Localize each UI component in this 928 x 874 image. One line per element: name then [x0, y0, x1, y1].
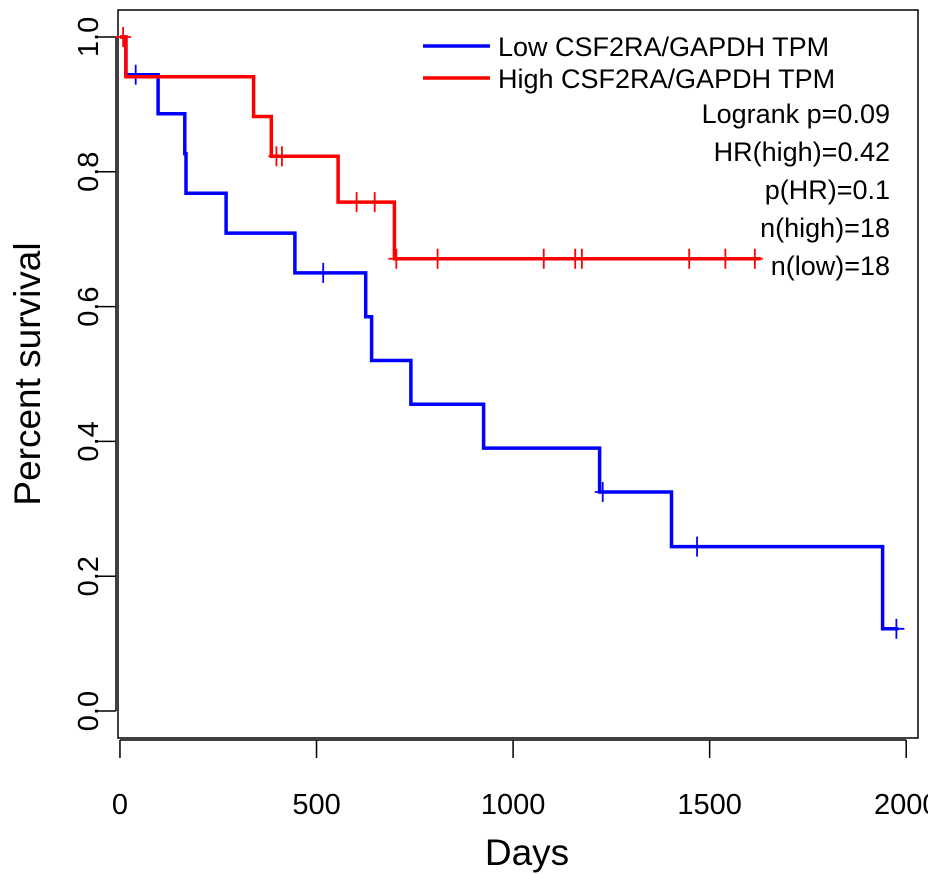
censor-mark [717, 248, 734, 269]
stat-annotation: p(HR)=0.1 [765, 175, 890, 205]
y-tick-label: 1.0 [73, 17, 105, 57]
series-line-low [120, 35, 899, 631]
x-tick-label: 0 [112, 789, 128, 821]
plot-frame [117, 9, 919, 739]
censor-mark [115, 26, 132, 47]
y-axis-label: Percent survival [7, 242, 48, 505]
series-line-high [120, 35, 761, 261]
y-axis: 0.0 0.2 0.4 0.6 0.8 1.0 [73, 17, 117, 731]
x-axis-label: Days [485, 832, 569, 873]
x-tick-label: 1000 [481, 789, 546, 821]
censor-mark [746, 248, 763, 269]
censor-mark [429, 248, 446, 269]
stat-annotation: HR(high)=0.42 [714, 137, 890, 167]
censor-mark [366, 192, 383, 213]
y-tick-label: 0.2 [73, 556, 105, 596]
censor-mark [388, 248, 405, 269]
stat-annotation: Logrank p=0.09 [702, 99, 890, 129]
censor-mark [127, 64, 144, 85]
censor-mark [273, 146, 290, 167]
censor-mark [315, 262, 332, 283]
y-tick-label: 0.4 [73, 421, 105, 461]
annotations: Logrank p=0.09 HR(high)=0.42 p(HR)=0.1 n(hi… [702, 99, 890, 281]
censor-mark [594, 481, 611, 502]
legend-label: High CSF2RA/GAPDH TPM [498, 64, 835, 94]
y-tick-label: 0.6 [73, 286, 105, 326]
x-tick-label: 500 [292, 789, 340, 821]
censor-mark [573, 248, 590, 269]
x-tick-label: 1500 [677, 789, 742, 821]
censor-mark [348, 192, 365, 213]
y-tick-label: 0.8 [73, 152, 105, 192]
censor-mark [535, 248, 552, 269]
censor-mark [681, 248, 698, 269]
series-layer [115, 26, 905, 639]
censor-mark [689, 536, 706, 557]
legend-label: Low CSF2RA/GAPDH TPM [498, 32, 829, 62]
stat-annotation: n(high)=18 [760, 213, 890, 243]
y-tick-label: 0.0 [73, 691, 105, 731]
censor-mark [888, 618, 905, 639]
stat-annotation: n(low)=18 [771, 251, 890, 281]
